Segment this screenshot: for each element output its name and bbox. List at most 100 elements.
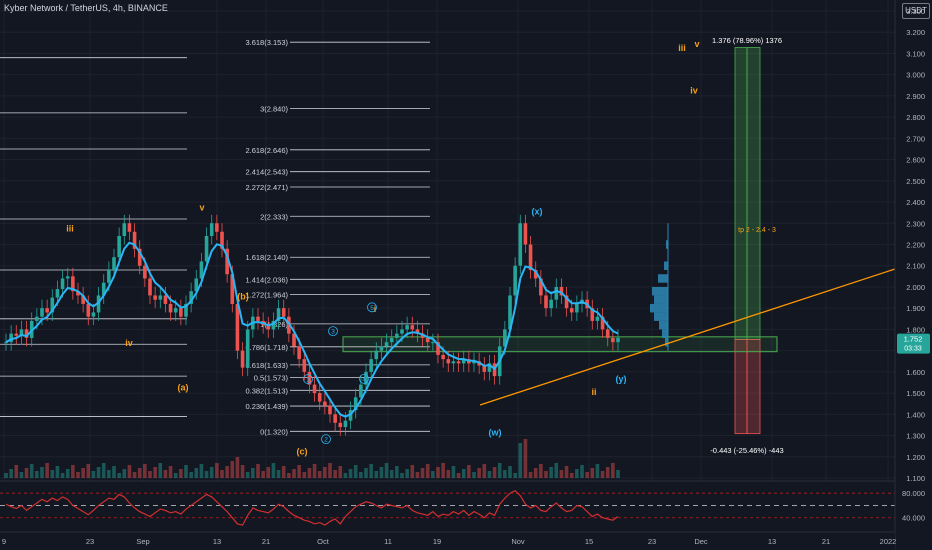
volume-bar [518,443,523,478]
volume-bar [122,469,127,478]
rsi-tick-label: 80.000 [902,489,925,498]
candle-body [35,316,39,321]
candle-body [19,329,24,336]
candle-body [420,333,425,338]
volume-bars [4,439,620,478]
volume-bar [364,468,368,478]
wave-label: ii [591,387,596,397]
volume-bar [194,468,199,478]
volume-bar [245,472,250,478]
volume-bar [143,464,147,478]
wave-label: (b) [237,291,249,301]
profile-bar [665,337,668,347]
candle-body [338,422,343,428]
volume-bar [287,473,291,478]
volume-bar [369,464,373,478]
volume-bar [441,463,445,478]
candle-body [158,295,163,300]
volume-bar [60,473,65,478]
rsi-background [0,482,895,532]
price-tick-label: 1.800 [906,325,925,334]
fib-level-label: 0.5(1.573) [254,374,289,383]
circle-label-text: 5 [370,305,374,312]
volume-bar [112,466,116,478]
wave-label: (x) [532,207,543,217]
profile-bar [664,261,668,270]
volume-bar [101,463,106,478]
time-axis-bg [0,532,895,550]
price-tick-label: 2.000 [906,283,925,292]
volume-bar [40,467,44,478]
profile-bar [654,312,668,321]
candle-body [384,342,389,347]
volume-bar [395,466,399,478]
candle-body [508,295,512,330]
volume-bar [307,468,312,478]
time-tick-label: 23 [648,537,656,546]
candle-body [436,342,440,355]
candle-body [209,223,214,237]
price-tick-label: 3.100 [906,49,925,58]
candle-body [215,223,219,232]
fib-level-label: 0(1.320) [260,427,288,436]
current-price-badge [897,333,930,354]
wave-label: v [199,203,204,213]
candle-body [431,342,435,344]
candle-body [204,236,209,262]
candle-body [168,303,173,313]
circle-label-text: 2 [324,437,328,444]
volume-bar [127,465,132,478]
candle-body [389,337,394,343]
candle-body [328,405,332,415]
wave-label: (w) [489,427,502,437]
volume-bar [107,470,111,478]
volume-bar [539,464,543,478]
volume-bar [472,472,476,478]
candle-body [312,384,317,394]
volume-bar [35,471,39,478]
candle-body [65,276,70,279]
candle-body [50,297,55,313]
volume-bar [81,468,85,478]
candle-body [482,365,487,372]
volume-bar [271,463,276,478]
candle-body [554,286,559,300]
volume-bar [436,467,440,478]
candle-body [45,308,49,313]
currency-label[interactable]: USDT [902,3,930,19]
volume-bar [333,470,337,478]
volume-bar [467,465,471,478]
volume-bar [600,471,605,478]
circle-label-text: 1 [306,377,310,384]
volume-bar [50,470,55,478]
volume-bar [302,472,307,478]
candle-body [451,361,456,364]
candle-body [96,295,101,313]
wave-label: v [694,39,699,49]
volume-bar [91,471,96,478]
fib-level-label: 2.414(2.543) [245,168,288,177]
trend-line[interactable] [479,267,899,406]
price-tick-label: 2.100 [906,262,925,271]
candle-body [600,316,605,330]
volume-bar [580,465,584,478]
candle-body [569,308,574,313]
candle-body [518,223,523,266]
time-tick-label: 15 [585,537,593,546]
candle-body [276,308,281,321]
volume-bar [595,464,600,478]
fib-level-label: 2.272(2.471) [245,183,288,192]
candle-body [112,257,116,270]
time-axis[interactable]: 9 23 Sep 13 21 Oct 11 19 Nov 15 23 Dec 13 21 2022 [0,531,896,550]
price-axis[interactable]: 3.300 3.200 3.100 3.000 2.900 2.800 2.700 2.600… [894,0,932,550]
circle-wave-labels: 1 2 3 4 5 [303,302,377,445]
volume-bar [261,471,265,478]
candle-body [369,359,373,372]
volume-bar [179,469,183,478]
fib-level-label: 3(2.840) [260,105,288,114]
volume-bar [405,469,409,478]
volume-bar [312,464,317,478]
candle-body [256,316,260,321]
wave-label: iii [678,43,686,53]
